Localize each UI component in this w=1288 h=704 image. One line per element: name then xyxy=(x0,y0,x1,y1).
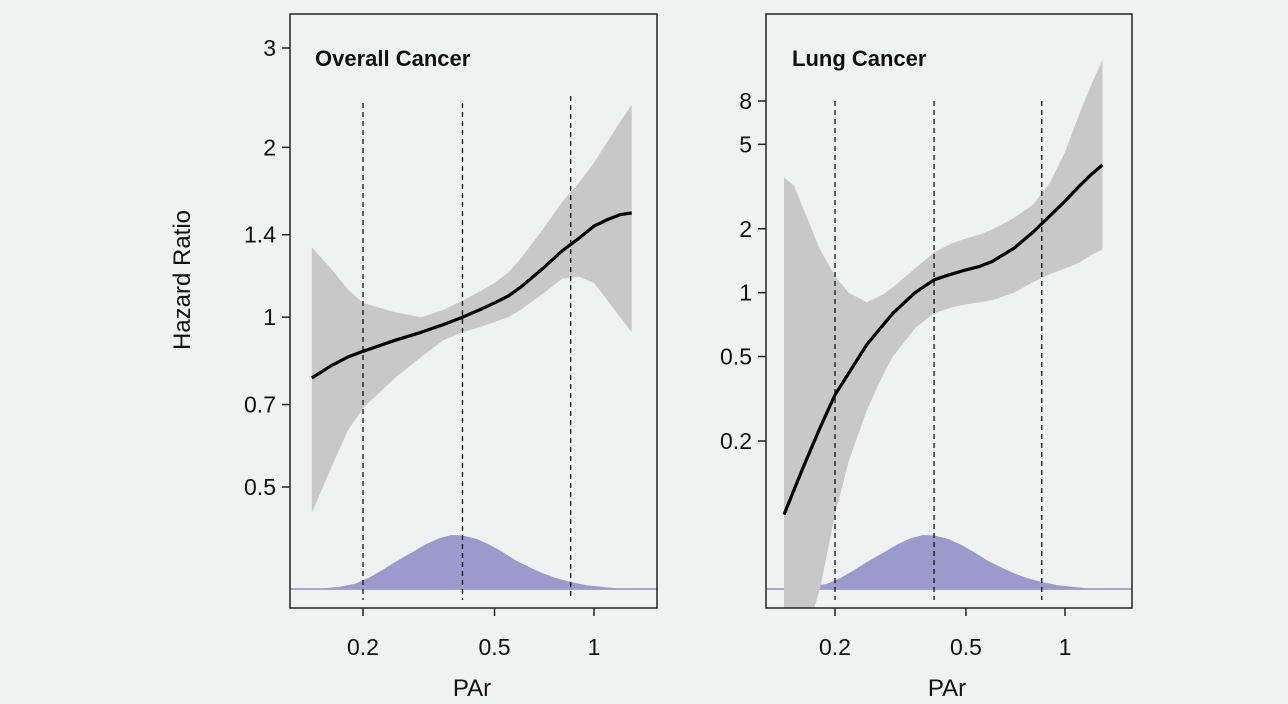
y-tick-label: 0.7 xyxy=(244,392,276,418)
x-axis-title-lung-cancer: PAr xyxy=(928,675,966,702)
y-tick-label: 8 xyxy=(739,88,752,114)
y-tick-label: 0.5 xyxy=(244,474,276,500)
x-tick-label: 0.5 xyxy=(950,634,982,660)
y-tick-label: 1 xyxy=(263,304,276,330)
y-tick-label: 5 xyxy=(739,131,752,157)
confidence-band xyxy=(784,59,1103,608)
y-tick-label: 3 xyxy=(263,35,276,61)
panel-overall-cancer: Overall Cancer PAr 0.5 0.7 1 1.4 2 3 0.2 0.5 1 xyxy=(244,13,658,702)
panel-title-overall-cancer: Overall Cancer xyxy=(315,46,471,71)
y-tick-label: 0.2 xyxy=(720,428,752,454)
density-area xyxy=(301,535,632,589)
x-tick-label: 1 xyxy=(588,634,601,660)
x-tick-label: 0.5 xyxy=(479,634,511,660)
confidence-band xyxy=(311,104,632,513)
density-area xyxy=(773,535,1103,589)
plot-area xyxy=(290,96,657,600)
panel-frame xyxy=(765,13,1133,609)
hazard-ratio-curve xyxy=(310,211,632,380)
y-tick-label: 1.4 xyxy=(244,222,276,248)
hazard-ratio-curve xyxy=(782,163,1104,516)
y-tick-label: 2 xyxy=(739,216,752,242)
panel-lung-cancer: Lung Cancer PAr 0.2 0.5 1 2 5 8 0.2 0.5 1 xyxy=(720,13,1133,702)
y-axis-title: Hazard Ratio xyxy=(169,210,196,350)
panel-title-lung-cancer: Lung Cancer xyxy=(792,46,927,71)
plot-area xyxy=(766,59,1132,608)
x-axis-title-overall-cancer: PAr xyxy=(453,675,491,702)
x-tick-label: 1 xyxy=(1059,634,1072,660)
y-tick-label: 0.5 xyxy=(720,344,752,370)
y-tick-label: 2 xyxy=(263,134,276,160)
x-tick-label: 0.2 xyxy=(347,634,379,660)
x-tick-label: 0.2 xyxy=(819,634,851,660)
y-tick-label: 1 xyxy=(739,280,752,306)
panel-frame xyxy=(289,13,658,609)
